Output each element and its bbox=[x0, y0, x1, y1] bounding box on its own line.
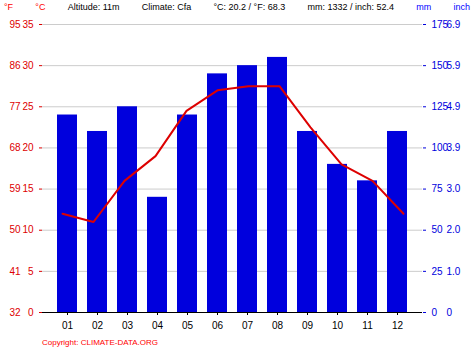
svg-text:3.0: 3.0 bbox=[447, 183, 461, 194]
svg-text:35: 35 bbox=[22, 19, 34, 30]
html-text:°F: °F bbox=[4, 2, 14, 12]
svg-text:15: 15 bbox=[22, 183, 34, 194]
svg-text:50: 50 bbox=[432, 224, 444, 235]
svg-text:05: 05 bbox=[182, 320, 194, 331]
html-text:Climate: Cfa: Climate: Cfa bbox=[141, 2, 192, 12]
svg-text:6.9: 6.9 bbox=[447, 19, 461, 30]
html-text:Altitude: 11m: Altitude: 11m bbox=[67, 2, 120, 12]
svg-text:10: 10 bbox=[22, 224, 34, 235]
svg-text:68: 68 bbox=[9, 142, 21, 153]
svg-text:02: 02 bbox=[92, 320, 104, 331]
svg-text:03: 03 bbox=[122, 320, 134, 331]
svg-text:175: 175 bbox=[431, 18, 449, 30]
svg-text:3.9: 3.9 bbox=[447, 142, 461, 153]
svg-text:0: 0 bbox=[447, 307, 453, 318]
svg-text:0: 0 bbox=[28, 307, 34, 318]
svg-text:07: 07 bbox=[242, 320, 254, 331]
svg-text:59: 59 bbox=[9, 183, 21, 194]
svg-text:06: 06 bbox=[212, 320, 224, 331]
svg-text:41: 41 bbox=[9, 266, 21, 277]
svg-text:95: 95 bbox=[9, 19, 21, 30]
html-text:inch: inch bbox=[453, 2, 470, 12]
svg-text:25: 25 bbox=[432, 266, 444, 277]
svg-text:20: 20 bbox=[22, 142, 34, 153]
svg-text:4.9: 4.9 bbox=[447, 101, 461, 112]
svg-text:30: 30 bbox=[22, 60, 34, 71]
svg-text:125: 125 bbox=[431, 101, 449, 112]
svg-text:150: 150 bbox=[431, 59, 449, 71]
html-text:mm: 1332 / inch: 52.4: mm: 1332 / inch: 52.4 bbox=[307, 2, 394, 12]
svg-text:86: 86 bbox=[9, 60, 21, 71]
svg-text:12: 12 bbox=[392, 320, 404, 331]
svg-text:25: 25 bbox=[22, 101, 34, 112]
svg-text:2.0: 2.0 bbox=[447, 224, 461, 235]
svg-text:5: 5 bbox=[28, 266, 34, 277]
svg-text:75: 75 bbox=[432, 183, 444, 194]
svg-text:10: 10 bbox=[332, 320, 344, 331]
svg-text:04: 04 bbox=[152, 320, 164, 331]
svg-text:11: 11 bbox=[362, 320, 373, 331]
svg-text:1.0: 1.0 bbox=[447, 266, 461, 277]
svg-text:32: 32 bbox=[9, 307, 21, 318]
svg-text:09: 09 bbox=[302, 320, 314, 331]
html-text:Copyright: CLIMATE-DATA.ORG: Copyright: CLIMATE-DATA.ORG bbox=[42, 338, 158, 347]
html-text:°C: 20.2 / °F: 68.3: °C: 20.2 / °F: 68.3 bbox=[213, 2, 286, 12]
svg-text:0: 0 bbox=[432, 307, 438, 318]
svg-text:100: 100 bbox=[431, 142, 449, 154]
svg-text:01: 01 bbox=[62, 320, 74, 331]
html-text:°C: °C bbox=[35, 2, 46, 12]
svg-text:08: 08 bbox=[272, 320, 284, 331]
html-text:mm: mm bbox=[416, 2, 432, 12]
svg-text:77: 77 bbox=[9, 101, 21, 112]
svg-text:5.9: 5.9 bbox=[447, 60, 461, 71]
svg-text:50: 50 bbox=[9, 224, 21, 235]
